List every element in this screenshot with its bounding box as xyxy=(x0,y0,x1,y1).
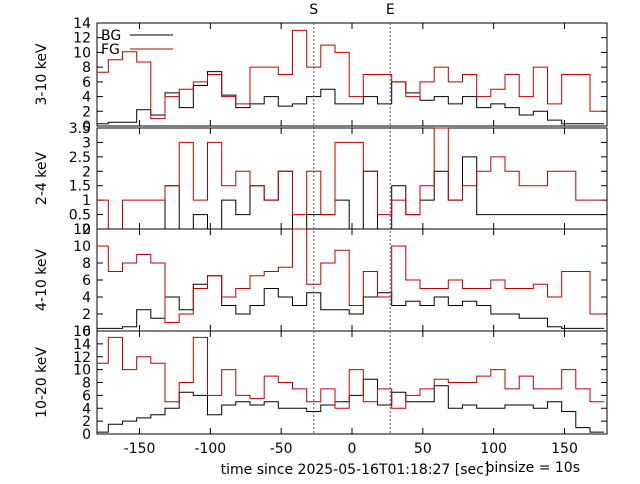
series-fg-line xyxy=(97,336,605,409)
y-tick-label: 12 xyxy=(73,222,91,238)
y-tick-label: 14 xyxy=(73,16,91,32)
x-axis-label: time since 2025-05-16T01:18:27 [sec] xyxy=(221,462,490,478)
y-axis-label: 4-10 keV xyxy=(34,249,50,311)
x-tick-label: -150 xyxy=(124,441,156,457)
panel-frame xyxy=(96,127,608,230)
legend-label: FG xyxy=(101,42,120,58)
marker-label: E xyxy=(386,2,395,18)
y-axis-label: 3-10 keV xyxy=(34,43,50,105)
y-tick-label: 0 xyxy=(82,222,91,238)
x-axis: -150 -100 -50 0 50 100 150 xyxy=(124,441,578,457)
series-bg-line xyxy=(97,156,605,230)
y-tick-label: 6 xyxy=(82,273,91,289)
x-tick-label: -100 xyxy=(194,441,226,457)
y-tick-label: 10 xyxy=(73,239,91,255)
y-axis-label: 2-4 keV xyxy=(34,152,50,206)
y-tick-label: 3.5 xyxy=(69,121,91,137)
panel-frame xyxy=(96,228,608,332)
legend-label: BG xyxy=(101,28,121,44)
y-tick-label: 0 xyxy=(82,119,91,135)
y-tick-label: 6 xyxy=(82,388,91,404)
series-fg-line xyxy=(97,127,605,230)
y-tick-label: 0.5 xyxy=(69,208,91,224)
y-tick-label: 14 xyxy=(73,337,91,353)
series-bg-line xyxy=(97,71,605,125)
x-tick-label: 0 xyxy=(348,441,357,457)
y-tick-label: 4 xyxy=(82,90,91,106)
series-bg-line xyxy=(97,378,605,433)
y-tick-label: 1 xyxy=(82,193,91,209)
y-tick-label: 8 xyxy=(82,256,91,272)
binsize-note: binsize = 10s xyxy=(485,460,580,476)
panel-frame xyxy=(96,22,608,127)
y-tick-label: 10 xyxy=(73,45,91,61)
y-tick-label: 12 xyxy=(73,350,91,366)
x-tick-label: 100 xyxy=(480,441,507,457)
y-tick-label: 12 xyxy=(73,31,91,47)
series-bg-line xyxy=(97,275,605,329)
y-axis-label: 10-20 keV xyxy=(34,347,50,418)
marker-label: S xyxy=(309,2,318,18)
x-tick-label: 150 xyxy=(551,441,578,457)
y-tick-label: 8 xyxy=(82,60,91,76)
y-tick-label: 16 xyxy=(73,324,91,340)
y-tick-label: 0 xyxy=(82,427,91,443)
y-tick-label: 2.5 xyxy=(69,150,91,166)
series-fg-line xyxy=(97,228,605,323)
y-tick-label: 4 xyxy=(82,290,91,306)
x-tick-label: 50 xyxy=(414,441,432,457)
y-tick-label: 6 xyxy=(82,75,91,91)
y-tick-label: 1.5 xyxy=(69,179,91,195)
y-tick-label: 3 xyxy=(82,135,91,151)
y-tick-label: 0 xyxy=(82,324,91,340)
y-tick-label: 2 xyxy=(82,104,91,120)
y-tick-label: 2 xyxy=(82,307,91,323)
x-tick-label: -50 xyxy=(270,441,293,457)
series-fg-line xyxy=(97,29,605,120)
y-tick-label: 4 xyxy=(82,401,91,417)
panel-frame xyxy=(96,330,608,435)
y-tick-label: 10 xyxy=(73,363,91,379)
y-tick-label: 2 xyxy=(82,164,91,180)
y-tick-label: 2 xyxy=(82,414,91,430)
y-tick-label: 8 xyxy=(82,376,91,392)
panel-2: 00.511.522.533.52-4 keV xyxy=(34,121,608,238)
